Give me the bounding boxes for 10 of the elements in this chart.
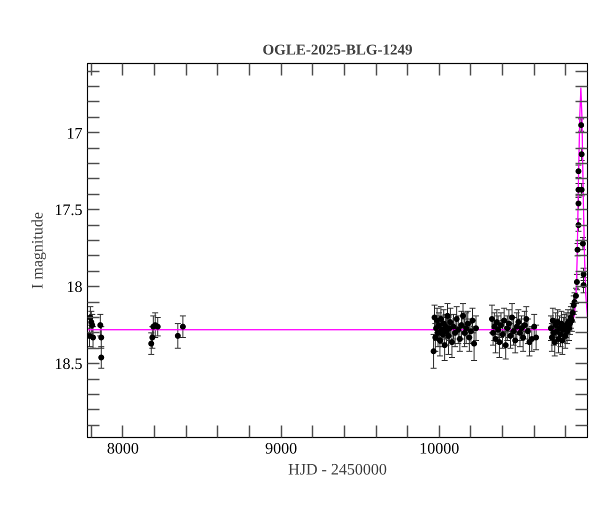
x-tick-label: 8000 [106, 440, 139, 458]
y-tick-label: 18.5 [54, 356, 82, 374]
y-axis-title: I magnitude [30, 212, 46, 289]
y-tick-label: 17 [66, 125, 82, 142]
y-tick-label: 17.5 [54, 202, 82, 220]
x-axis-title: HJD - 2450000 [288, 462, 387, 478]
x-tick-label: 9000 [265, 440, 298, 458]
chart-title: OGLE-2025-BLG-1249 [262, 42, 413, 58]
y-tick-label: 18 [66, 279, 82, 296]
x-tick-label: 10000 [419, 440, 460, 458]
